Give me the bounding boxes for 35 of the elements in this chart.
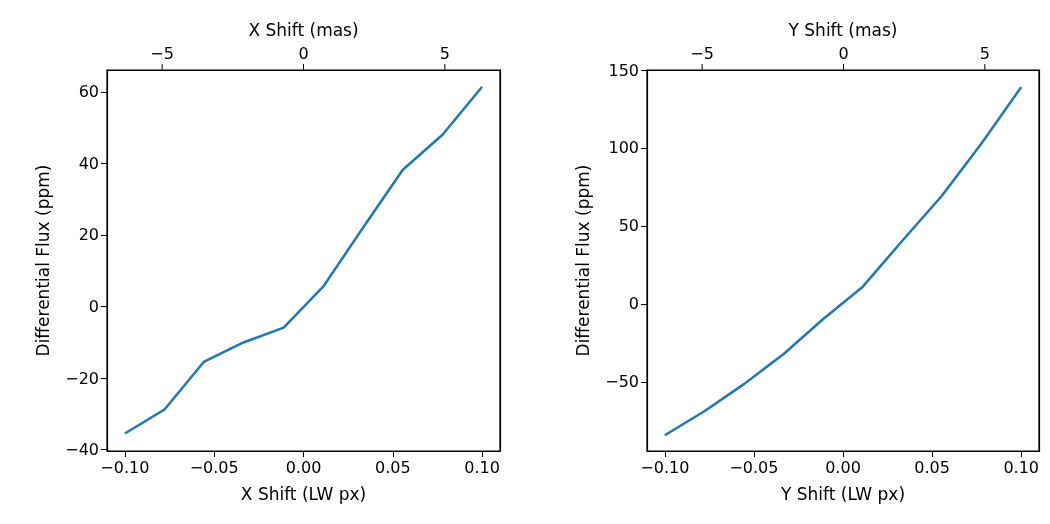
line-series (663, 85, 1023, 437)
y-tick-label: 40 (78, 153, 99, 173)
x-axis-title: Y Shift (LW px) (779, 483, 906, 504)
line-series (123, 85, 484, 435)
y-tick-label: −50 (605, 372, 639, 392)
x-tick-label: 0.00 (285, 457, 322, 477)
x2-axis-title: X Shift (mas) (248, 19, 359, 40)
y-axis-title: Differential Flux (ppm) (572, 164, 593, 357)
x-tick-label: −0.10 (640, 457, 690, 477)
y-tick-label: −20 (65, 368, 99, 388)
x2-tick-label: 5 (439, 43, 450, 63)
y-tick-label: 0 (88, 296, 99, 316)
x2-tick-label: −5 (690, 43, 714, 63)
x2-tick-label: 5 (979, 43, 990, 63)
y-tick-label: 100 (608, 138, 639, 158)
x-tick-label: −0.05 (189, 457, 239, 477)
x-tick-label: 0.00 (825, 457, 861, 477)
y-tick-label: 60 (78, 82, 99, 102)
x-tick-label: 0.10 (464, 457, 500, 477)
x-tick-label: −0.05 (729, 457, 779, 477)
x-tick-label: −0.10 (100, 457, 150, 477)
x2-tick-label: 0 (298, 43, 309, 63)
x-tick-label: 0.10 (1003, 457, 1039, 477)
x2-tick-label: −5 (150, 43, 174, 63)
y-tick-label: 50 (618, 216, 639, 236)
y-tick-label: −40 (65, 440, 99, 460)
y-tick-label: 20 (78, 225, 99, 245)
x-axis-title: X Shift (LW px) (240, 483, 367, 504)
x2-axis-title: Y Shift (mas) (787, 19, 898, 40)
x2-tick-label: 0 (838, 43, 849, 63)
y-axis-title: Differential Flux (ppm) (32, 164, 53, 357)
x-tick-label: 0.05 (914, 457, 950, 477)
y-tick-label: 0 (628, 294, 639, 314)
y-tick-label: 150 (608, 60, 639, 80)
x-tick-label: 0.05 (375, 457, 411, 477)
